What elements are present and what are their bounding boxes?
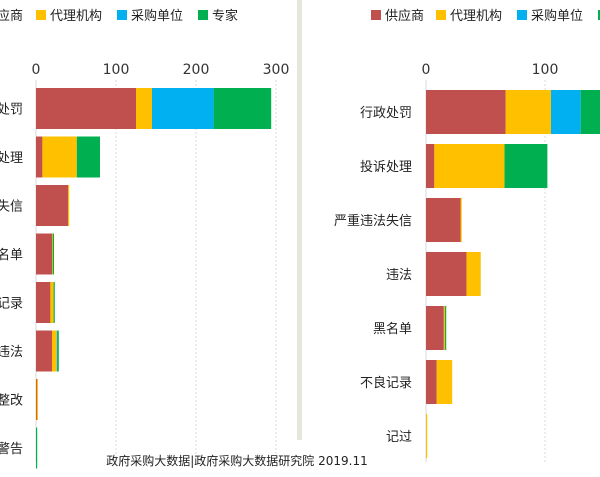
left-category-label-item-3: 名单 bbox=[0, 247, 23, 263]
left-category-label-item-0: 处罚 bbox=[0, 103, 23, 118]
right-bar-item-5-series-1 bbox=[436, 360, 453, 404]
left-bar-item-4-series-0 bbox=[36, 282, 51, 323]
left-bar-item-5-series-2 bbox=[56, 330, 58, 372]
right-bar-item-3-series-0 bbox=[426, 252, 467, 296]
right-legend-swatch-0 bbox=[371, 10, 381, 20]
left-bar-item-4-series-3 bbox=[53, 282, 55, 323]
left-bar-item-5-series-3 bbox=[57, 330, 59, 372]
right-legend-swatch-2 bbox=[517, 10, 527, 20]
right-bar-item-2-series-1 bbox=[460, 198, 462, 242]
right-bar-item-1-series-3 bbox=[504, 144, 548, 188]
left-bar-item-2-series-1 bbox=[68, 185, 70, 226]
right-category-label-item-1: 投诉处理 bbox=[360, 159, 412, 175]
left-bar-item-3-series-1 bbox=[52, 233, 54, 275]
left-category-label-item-5: 违法 bbox=[0, 345, 23, 360]
left-category-label-item-2: 失信 bbox=[0, 200, 23, 215]
right-tick-label-0: 0 bbox=[422, 62, 431, 78]
left-legend-label-0: 供应商 bbox=[0, 8, 23, 24]
right-bar-item-3-series-1 bbox=[466, 252, 481, 296]
right-category-label-item-4: 黑名单 bbox=[373, 321, 412, 337]
right-legend-label-1: 代理机构 bbox=[450, 9, 502, 24]
left-tick-label-2: 200 bbox=[183, 62, 210, 78]
left-bar-item-0-series-0 bbox=[36, 88, 136, 129]
left-legend-label-3: 专家 bbox=[212, 8, 238, 24]
left-bar-item-3-series-0 bbox=[36, 233, 52, 275]
right-category-label-item-6: 记过 bbox=[386, 430, 412, 445]
right-bar-item-1-series-1 bbox=[434, 144, 505, 188]
right-category-label-item-0: 行政处罚 bbox=[360, 106, 412, 121]
right-bar-item-0-series-2 bbox=[550, 90, 581, 134]
left-bar-item-0-series-1 bbox=[136, 88, 152, 129]
right-bar-item-4-series-3 bbox=[445, 306, 447, 350]
left-bar-item-5-series-1 bbox=[52, 330, 57, 372]
left-bar-item-2-series-0 bbox=[36, 185, 68, 226]
right-legend-label-2: 采购单位 bbox=[531, 8, 583, 24]
right-legend-swatch-1 bbox=[436, 10, 446, 20]
right-bar-item-2-series-0 bbox=[426, 198, 461, 242]
left-bar-item-5-series-0 bbox=[36, 330, 52, 372]
right-stacked-bar-chart: 0100供应商代理机构采购单位专家行政处罚投诉处理严重违法失信违法黑名单不良记录… bbox=[334, 8, 600, 462]
right-bar-item-0-series-3 bbox=[580, 90, 600, 134]
panel-divider bbox=[297, 0, 302, 440]
left-category-label-item-1: 处理 bbox=[0, 151, 23, 166]
right-category-label-item-3: 违法 bbox=[386, 268, 412, 283]
left-legend-label-1: 代理机构 bbox=[50, 9, 102, 24]
right-category-label-item-5: 不良记录 bbox=[360, 375, 412, 391]
right-legend-label-0: 供应商 bbox=[385, 8, 424, 24]
left-bar-item-1-series-3 bbox=[76, 136, 100, 178]
left-bar-item-3-series-3 bbox=[52, 233, 54, 275]
left-bar-item-1-series-1 bbox=[42, 136, 77, 178]
left-category-label-item-4: 记录 bbox=[0, 297, 23, 312]
left-tick-label-1: 100 bbox=[103, 62, 130, 78]
left-bar-item-7-series-3 bbox=[36, 427, 38, 469]
right-bar-item-4-series-1 bbox=[443, 306, 446, 350]
right-bar-item-1-series-0 bbox=[426, 144, 435, 188]
left-bar-item-1-series-0 bbox=[36, 136, 43, 178]
left-legend-swatch-2 bbox=[117, 10, 127, 20]
left-bar-item-0-series-3 bbox=[213, 88, 272, 129]
left-bar-item-6-series-0 bbox=[36, 379, 38, 420]
source-note: 政府采购大数据|政府采购大数据研究院 2019.11 bbox=[106, 454, 368, 468]
left-legend-swatch-1 bbox=[36, 10, 46, 20]
left-tick-label-0: 0 bbox=[32, 62, 41, 78]
right-bar-item-4-series-0 bbox=[426, 306, 444, 350]
left-legend-label-2: 采购单位 bbox=[131, 8, 183, 24]
left-bar-item-6-series-1 bbox=[36, 379, 38, 420]
left-legend-swatch-3 bbox=[198, 10, 208, 20]
left-bar-item-0-series-2 bbox=[152, 88, 214, 129]
right-legend-swatch-3 bbox=[598, 10, 600, 20]
right-tick-label-1: 100 bbox=[532, 62, 559, 78]
left-category-label-item-6: 整改 bbox=[0, 394, 23, 409]
left-bar-item-4-series-1 bbox=[50, 282, 54, 323]
right-category-label-item-2: 严重违法失信 bbox=[334, 213, 412, 229]
right-bar-item-6-series-1 bbox=[426, 414, 428, 458]
right-bar-item-0-series-0 bbox=[426, 90, 506, 134]
left-category-label-item-7: 警告 bbox=[0, 441, 23, 457]
right-bar-item-0-series-1 bbox=[505, 90, 551, 134]
right-bar-item-5-series-0 bbox=[426, 360, 437, 404]
left-tick-label-3: 300 bbox=[263, 62, 290, 78]
